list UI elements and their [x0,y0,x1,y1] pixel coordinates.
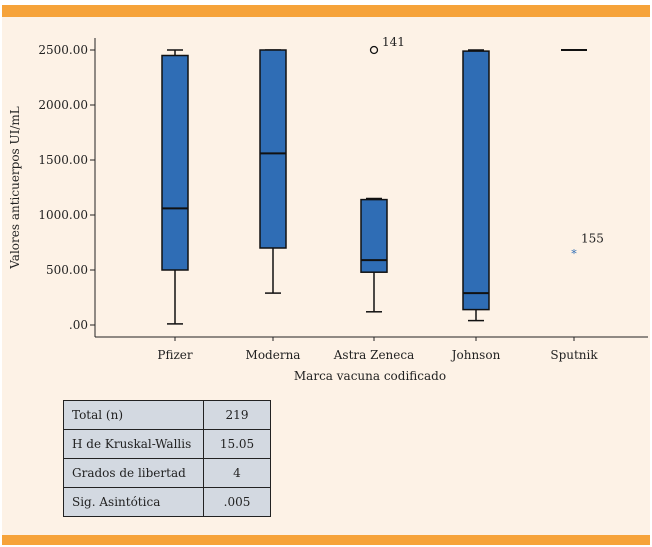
boxplot-chart: .00 500.00 1000.00 1500.00 2000.00 2500.00 Val… [8,35,648,383]
y-tick-label: 2500.00 [38,43,88,57]
y-tick-label: 500.00 [46,263,88,277]
outlier-label: 141 [382,35,405,49]
stats-row: Grados de libertad 4 [63,458,271,488]
box-astra-zeneca [360,198,388,273]
x-tick-label: Moderna [246,348,301,362]
stats-table: Total (n) 219 H de Kruskal-Wallis 15.05 … [63,400,271,517]
x-axis-label: Marca vacuna codificado [294,369,446,383]
stats-value: 219 [203,400,271,430]
stats-row: Total (n) 219 [63,400,271,430]
box-moderna [259,49,287,249]
x-tick-label: Pfizer [157,348,193,362]
stats-value: 4 [203,458,271,488]
stats-row: H de Kruskal-Wallis 15.05 [63,429,271,459]
stats-label: H de Kruskal-Wallis [63,429,204,459]
y-tick-label: 1000.00 [38,208,88,222]
x-tick-label: Sputnik [550,348,598,362]
y-tick-label: 1500.00 [38,153,88,167]
y-tick-label: 2000.00 [38,98,88,112]
bottom-accent-bar [2,535,650,545]
stats-label: Grados de libertad [63,458,204,488]
stats-value: .005 [203,487,271,517]
stats-label: Sig. Asintótica [63,487,204,517]
y-axis-label: Valores anticuerpos UI/mL [8,106,22,270]
outlier-star: * [571,248,577,261]
y-tick-label: .00 [69,318,88,332]
outlier-label: 155 [581,232,604,246]
stats-label: Total (n) [63,400,204,430]
x-tick-label: Johnson [450,348,501,362]
top-accent-bar [2,5,650,17]
stats-value: 15.05 [203,429,271,459]
stats-row: Sig. Asintótica .005 [63,487,271,517]
outlier-circle [369,45,379,55]
box-pfizer [161,54,189,271]
x-tick-label: Astra Zeneca [333,348,415,362]
box-johnson [462,50,490,311]
